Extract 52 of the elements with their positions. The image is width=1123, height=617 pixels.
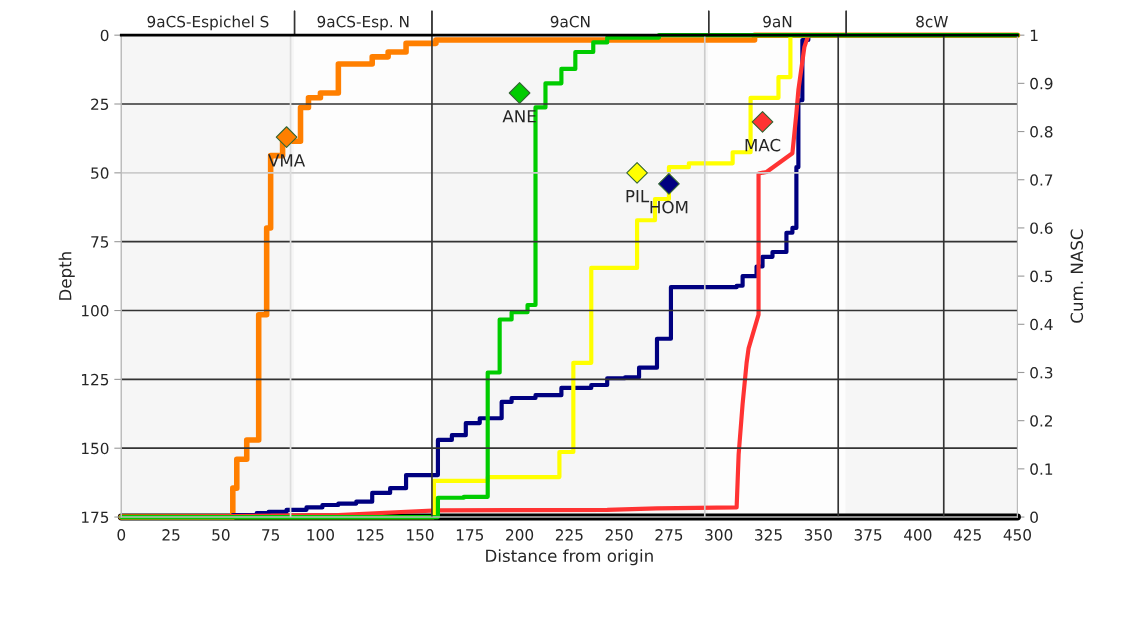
y2-tick-label: 0.4 [1030, 318, 1053, 331]
y2-axis-title: Cum. NASC [1070, 229, 1084, 323]
point [275, 126, 298, 148]
point [751, 111, 774, 133]
x-tick-label: 275 [655, 529, 683, 541]
x-tick-label: 150 [407, 529, 434, 541]
x-tick-label: 350 [804, 529, 832, 541]
band-label: 9aCS-Espichel S [147, 15, 269, 31]
y-tick-label: 0 [100, 29, 109, 42]
point [658, 173, 680, 195]
series-label: PIL [626, 190, 650, 203]
y2-tick-label: 0 [1030, 511, 1038, 524]
y-tick-label: 125 [82, 373, 109, 386]
x-tick-label: 200 [506, 529, 534, 541]
y2-tick-label: 0.8 [1030, 126, 1053, 138]
x-tick-label: 0 [117, 529, 126, 541]
x-tick-label: 400 [904, 529, 932, 541]
y2-tick-label: 0.6 [1030, 222, 1053, 234]
x-tick-label: 225 [555, 529, 583, 541]
band-label: 8cW [916, 15, 948, 28]
x-tick-label: 25 [162, 529, 180, 541]
x-tick-label: 375 [854, 529, 882, 541]
x-tick-label: 125 [357, 529, 384, 541]
y-tick-label: 75 [91, 236, 109, 248]
y-tick-label: 175 [82, 511, 109, 524]
x-tick-label: 75 [262, 529, 280, 541]
band-label: 9aN [763, 15, 792, 28]
x-tick-label: 175 [456, 529, 484, 541]
point [626, 161, 648, 184]
y2-tick-label: 1 [1030, 29, 1038, 41]
x-axis-title: Distance from origin [486, 549, 653, 566]
y2-tick-label: 0.2 [1030, 415, 1053, 427]
y-axis-title: Depth [58, 252, 75, 300]
y2-tick-label: 0.1 [1030, 463, 1053, 475]
y2-tick-label: 0.7 [1030, 174, 1053, 186]
y-tick-label: 150 [82, 442, 109, 455]
y-tick-label: 25 [91, 98, 109, 111]
y-tick-label: 50 [91, 167, 109, 179]
point [508, 82, 531, 104]
x-tick-label: 100 [307, 529, 334, 541]
y2-tick-label: 0.3 [1030, 366, 1053, 379]
y2-tick-label: 0.5 [1030, 270, 1053, 283]
x-tick-label: 250 [605, 529, 633, 541]
x-tick-label: 450 [1003, 529, 1031, 541]
y2-tick-label: 0.9 [1030, 77, 1053, 90]
band-label: 9aCS-Esp. N [317, 15, 409, 31]
band-label: 9aCN [550, 15, 590, 28]
x-tick-label: 325 [755, 529, 782, 541]
x-tick-label: 50 [212, 529, 230, 541]
y-tick-label: 100 [82, 304, 109, 317]
x-tick-label: 425 [953, 529, 981, 541]
x-tick-label: 300 [705, 529, 733, 541]
